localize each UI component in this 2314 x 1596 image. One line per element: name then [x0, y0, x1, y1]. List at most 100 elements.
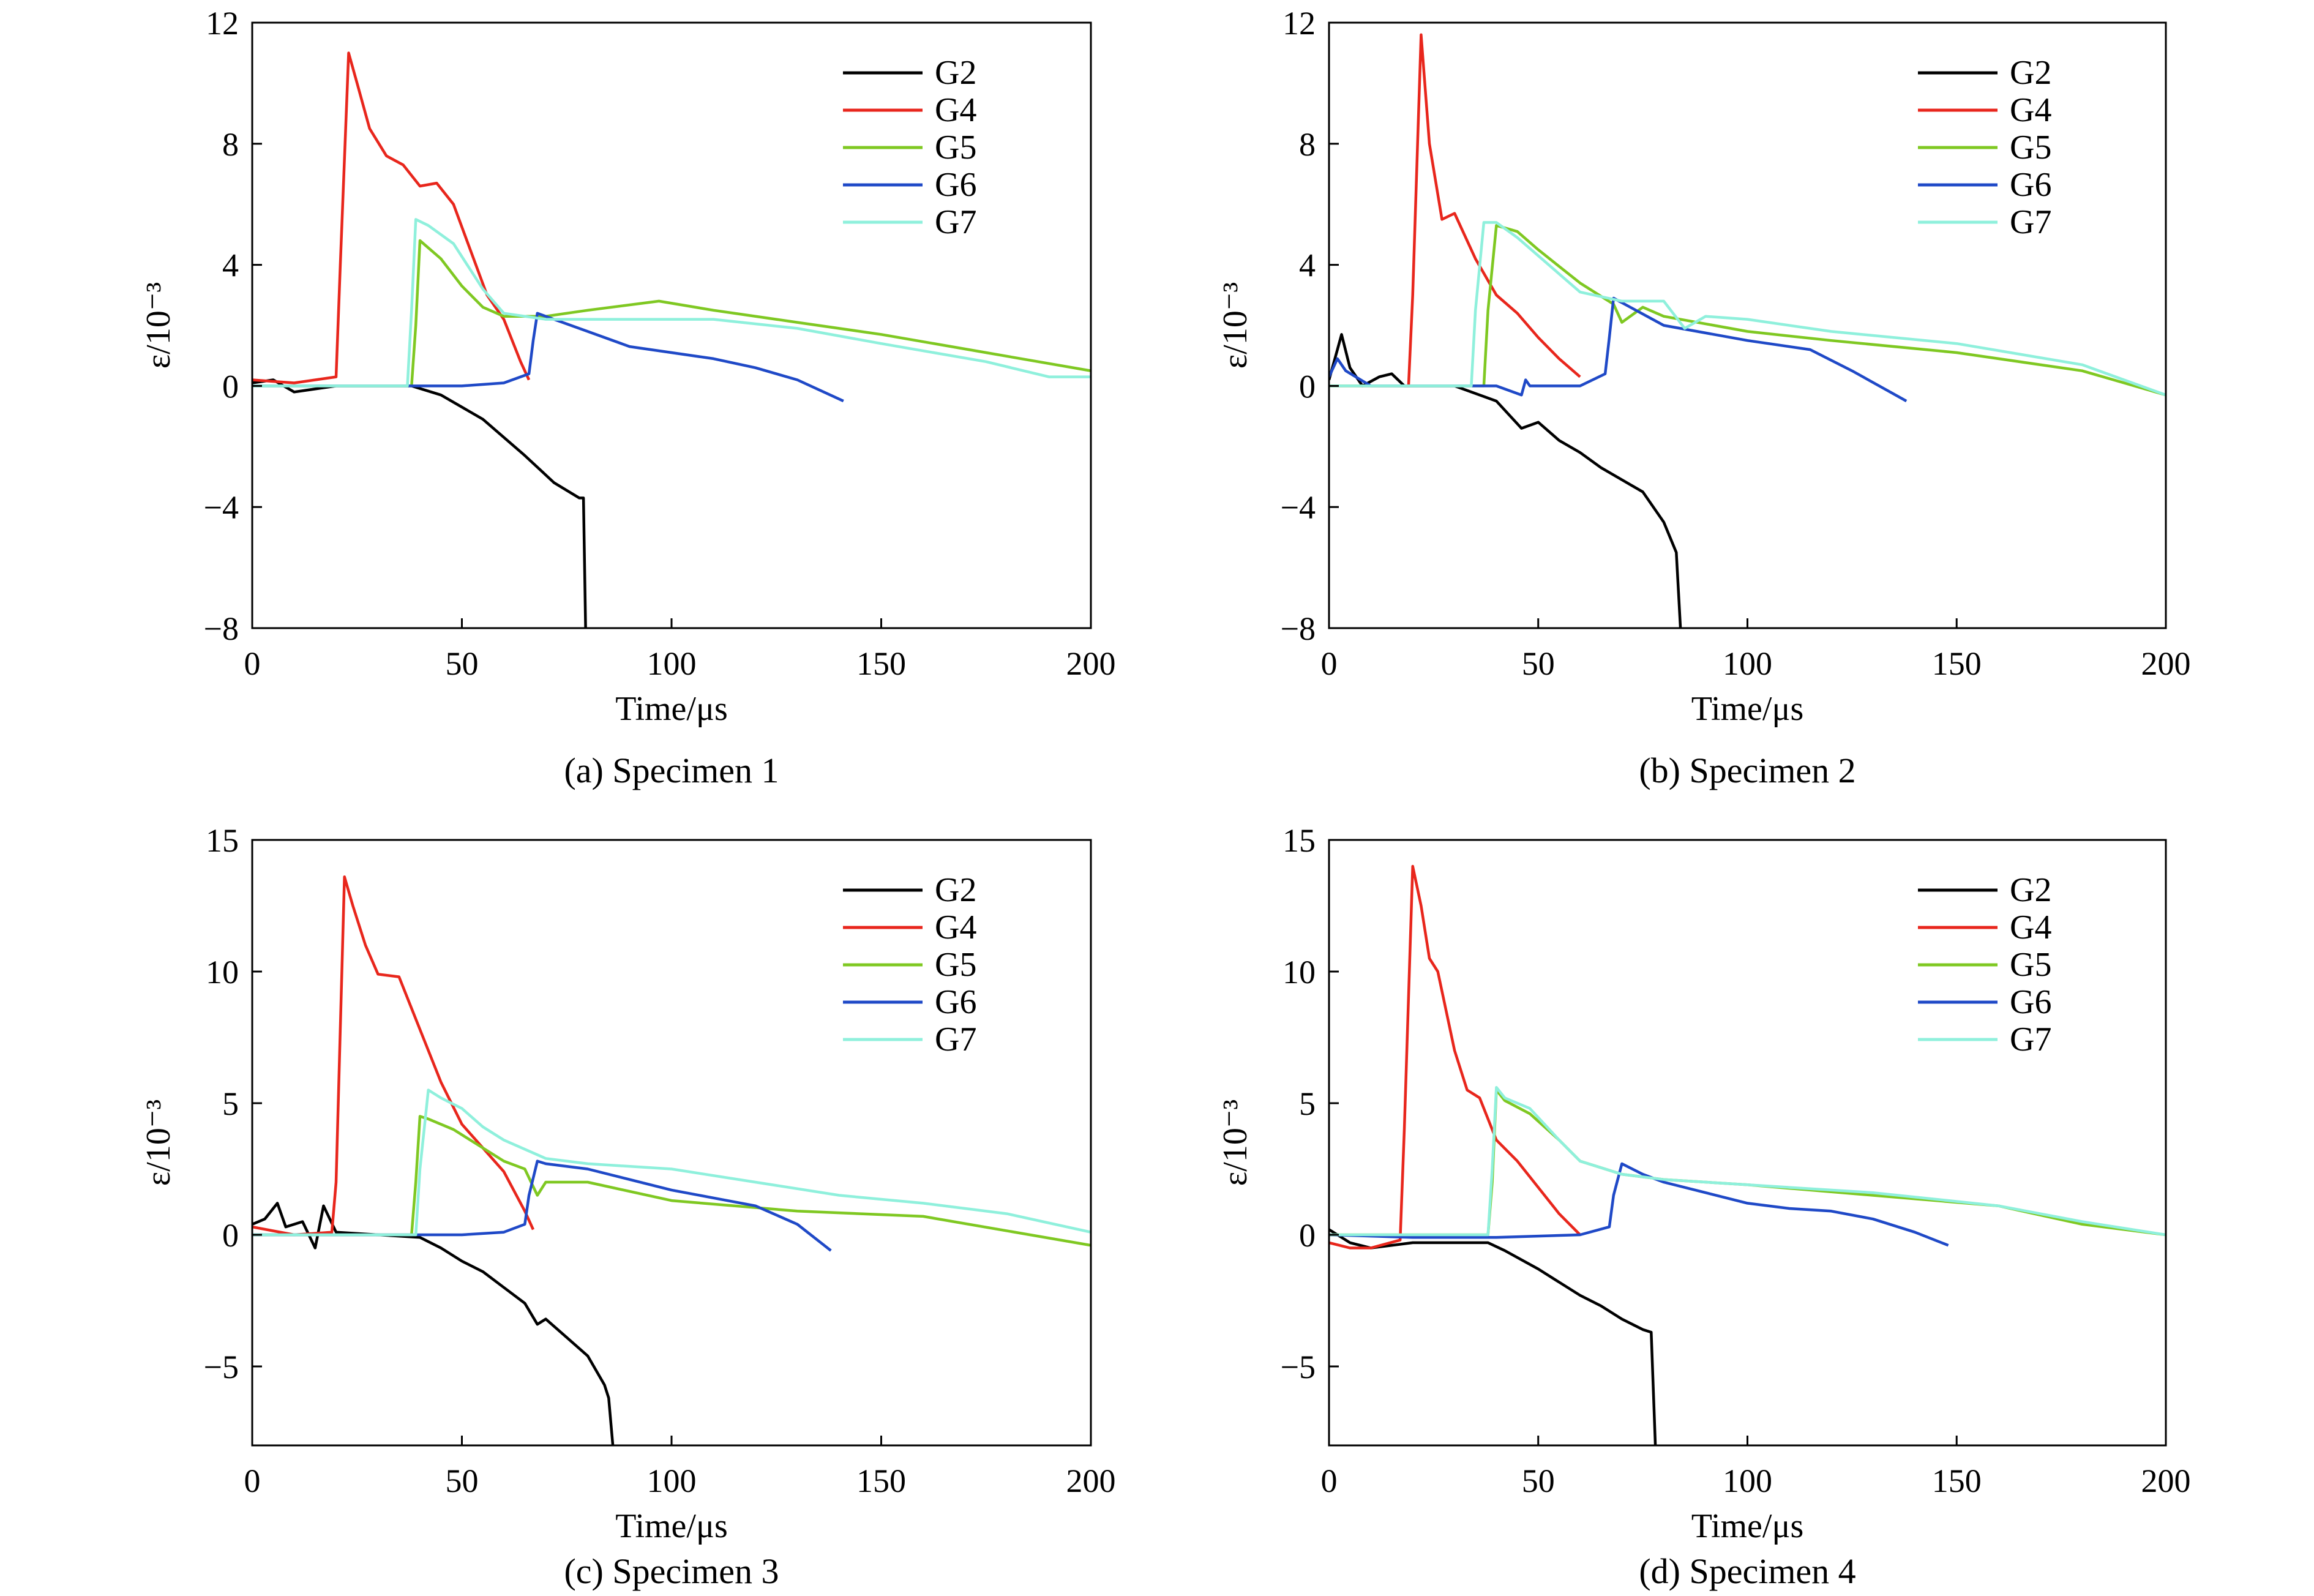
- y-tick-label: 10: [1282, 954, 1316, 991]
- x-tick-label: 0: [244, 645, 261, 682]
- x-tick-label: 200: [1066, 645, 1116, 682]
- x-tick-label: 200: [2141, 1463, 2191, 1499]
- y-tick-label: 4: [1299, 247, 1316, 284]
- x-tick-label: 150: [1932, 1463, 1982, 1499]
- y-axis-label: ε/10⁻³: [1216, 1100, 1254, 1186]
- panel-caption: (b) Specimen 2: [1639, 751, 1855, 790]
- y-tick-label: 4: [222, 247, 239, 284]
- series-line-g2: [1329, 333, 1682, 628]
- series-line-g2: [252, 378, 587, 628]
- y-tick-label: −4: [204, 489, 239, 526]
- series-line-g4: [252, 875, 535, 1237]
- legend-label-g6: G6: [935, 983, 976, 1021]
- x-axis-label: Time/μs: [615, 1507, 728, 1545]
- x-tick-label: 100: [1723, 1463, 1772, 1499]
- y-axis-label: ε/10⁻³: [140, 1100, 178, 1186]
- y-tick-label: −5: [1281, 1349, 1316, 1385]
- legend-label-g4: G4: [935, 91, 976, 129]
- y-axis-label: ε/10⁻³: [140, 282, 178, 369]
- legend-label-g6: G6: [935, 166, 976, 204]
- y-tick-label: −8: [204, 610, 239, 647]
- series-line-g2: [1329, 1228, 1657, 1445]
- x-tick-label: 200: [1066, 1463, 1116, 1499]
- chart-panel-1: 0 50 100 150 200 12 8 4 0 −4 −8 Time/μs ε/10⁻³ (a) Sp…: [140, 5, 1116, 790]
- series-line-g7: [1329, 221, 2166, 397]
- x-tick-label: 150: [856, 645, 906, 682]
- y-tick-label: −5: [204, 1349, 239, 1385]
- x-tick-label: 50: [446, 1463, 479, 1499]
- legend-label-g7: G7: [935, 203, 976, 241]
- legend-label-g5: G5: [2010, 129, 2051, 167]
- panel-caption: (d) Specimen 4: [1639, 1551, 1855, 1591]
- series-line-g7: [1329, 1085, 2166, 1237]
- series-line-g4: [252, 51, 531, 384]
- legend-label-g7: G7: [935, 1021, 976, 1058]
- x-tick-label: 50: [1522, 645, 1555, 682]
- legend-label-g5: G5: [935, 946, 976, 984]
- legend-label-g5: G5: [935, 129, 976, 167]
- y-tick-label: 15: [1282, 822, 1316, 859]
- legend-label-g7: G7: [2010, 203, 2051, 241]
- y-tick-label: 0: [1299, 368, 1316, 405]
- x-tick-label: 50: [1522, 1463, 1555, 1499]
- series-line-g4: [1329, 864, 1581, 1249]
- series-line-g7: [252, 218, 1091, 388]
- x-tick-label: 200: [2141, 645, 2191, 682]
- y-tick-label: 5: [222, 1085, 239, 1122]
- x-axis-label: Time/μs: [615, 690, 728, 728]
- series-line-g6: [252, 312, 844, 403]
- legend-label-g7: G7: [2010, 1021, 2051, 1058]
- x-tick-label: 150: [856, 1463, 906, 1499]
- x-tick-label: 50: [446, 645, 479, 682]
- legend-label-g2: G2: [2010, 871, 2051, 909]
- x-tick-label: 0: [1321, 1463, 1338, 1499]
- series-line-g4: [1329, 33, 1581, 388]
- x-tick-label: 100: [1723, 645, 1772, 682]
- x-axis-label: Time/μs: [1691, 1507, 1804, 1545]
- y-tick-label: 12: [206, 5, 239, 42]
- legend-label-g6: G6: [2010, 983, 2051, 1021]
- chart-panel-2: 0 50 100 150 200 12 8 4 0 −4 −8 Time/μs ε/10⁻³ (b) Sp…: [1216, 5, 2191, 790]
- y-tick-label: 0: [1299, 1217, 1316, 1254]
- x-tick-label: 100: [647, 645, 697, 682]
- y-tick-label: 10: [206, 954, 239, 991]
- y-tick-label: 15: [206, 822, 239, 859]
- y-tick-label: 8: [1299, 126, 1316, 163]
- legend-label-g2: G2: [2010, 54, 2051, 92]
- y-tick-label: 8: [222, 126, 239, 163]
- series-line-g2: [252, 1202, 615, 1445]
- series-line-g5: [252, 1115, 1091, 1247]
- y-tick-label: −8: [1281, 610, 1316, 647]
- series-line-g6: [252, 1160, 832, 1252]
- y-tick-label: 0: [222, 1217, 239, 1254]
- y-tick-label: −4: [1281, 489, 1316, 526]
- y-tick-label: 5: [1299, 1085, 1316, 1122]
- y-tick-label: 0: [222, 368, 239, 405]
- x-tick-label: 150: [1932, 645, 1982, 682]
- series-line-g7: [252, 1088, 1091, 1237]
- panel-caption: (c) Specimen 3: [564, 1551, 779, 1591]
- x-axis-label: Time/μs: [1691, 690, 1804, 728]
- legend-label-g2: G2: [935, 871, 976, 909]
- legend-label-g4: G4: [2010, 909, 2051, 946]
- y-axis-label: ε/10⁻³: [1216, 282, 1254, 369]
- x-tick-label: 0: [244, 1463, 261, 1499]
- panel-caption: (a) Specimen 1: [564, 751, 779, 790]
- legend-label-g4: G4: [2010, 91, 2051, 129]
- legend-label-g6: G6: [2010, 166, 2051, 204]
- x-tick-label: 0: [1321, 645, 1338, 682]
- legend-label-g2: G2: [935, 54, 976, 92]
- y-tick-label: 12: [1282, 5, 1316, 42]
- series-line-g5: [252, 239, 1091, 388]
- legend-label-g5: G5: [2010, 946, 2051, 984]
- x-tick-label: 100: [647, 1463, 697, 1499]
- legend-label-g4: G4: [935, 909, 976, 946]
- series-line-g5: [1329, 224, 2166, 397]
